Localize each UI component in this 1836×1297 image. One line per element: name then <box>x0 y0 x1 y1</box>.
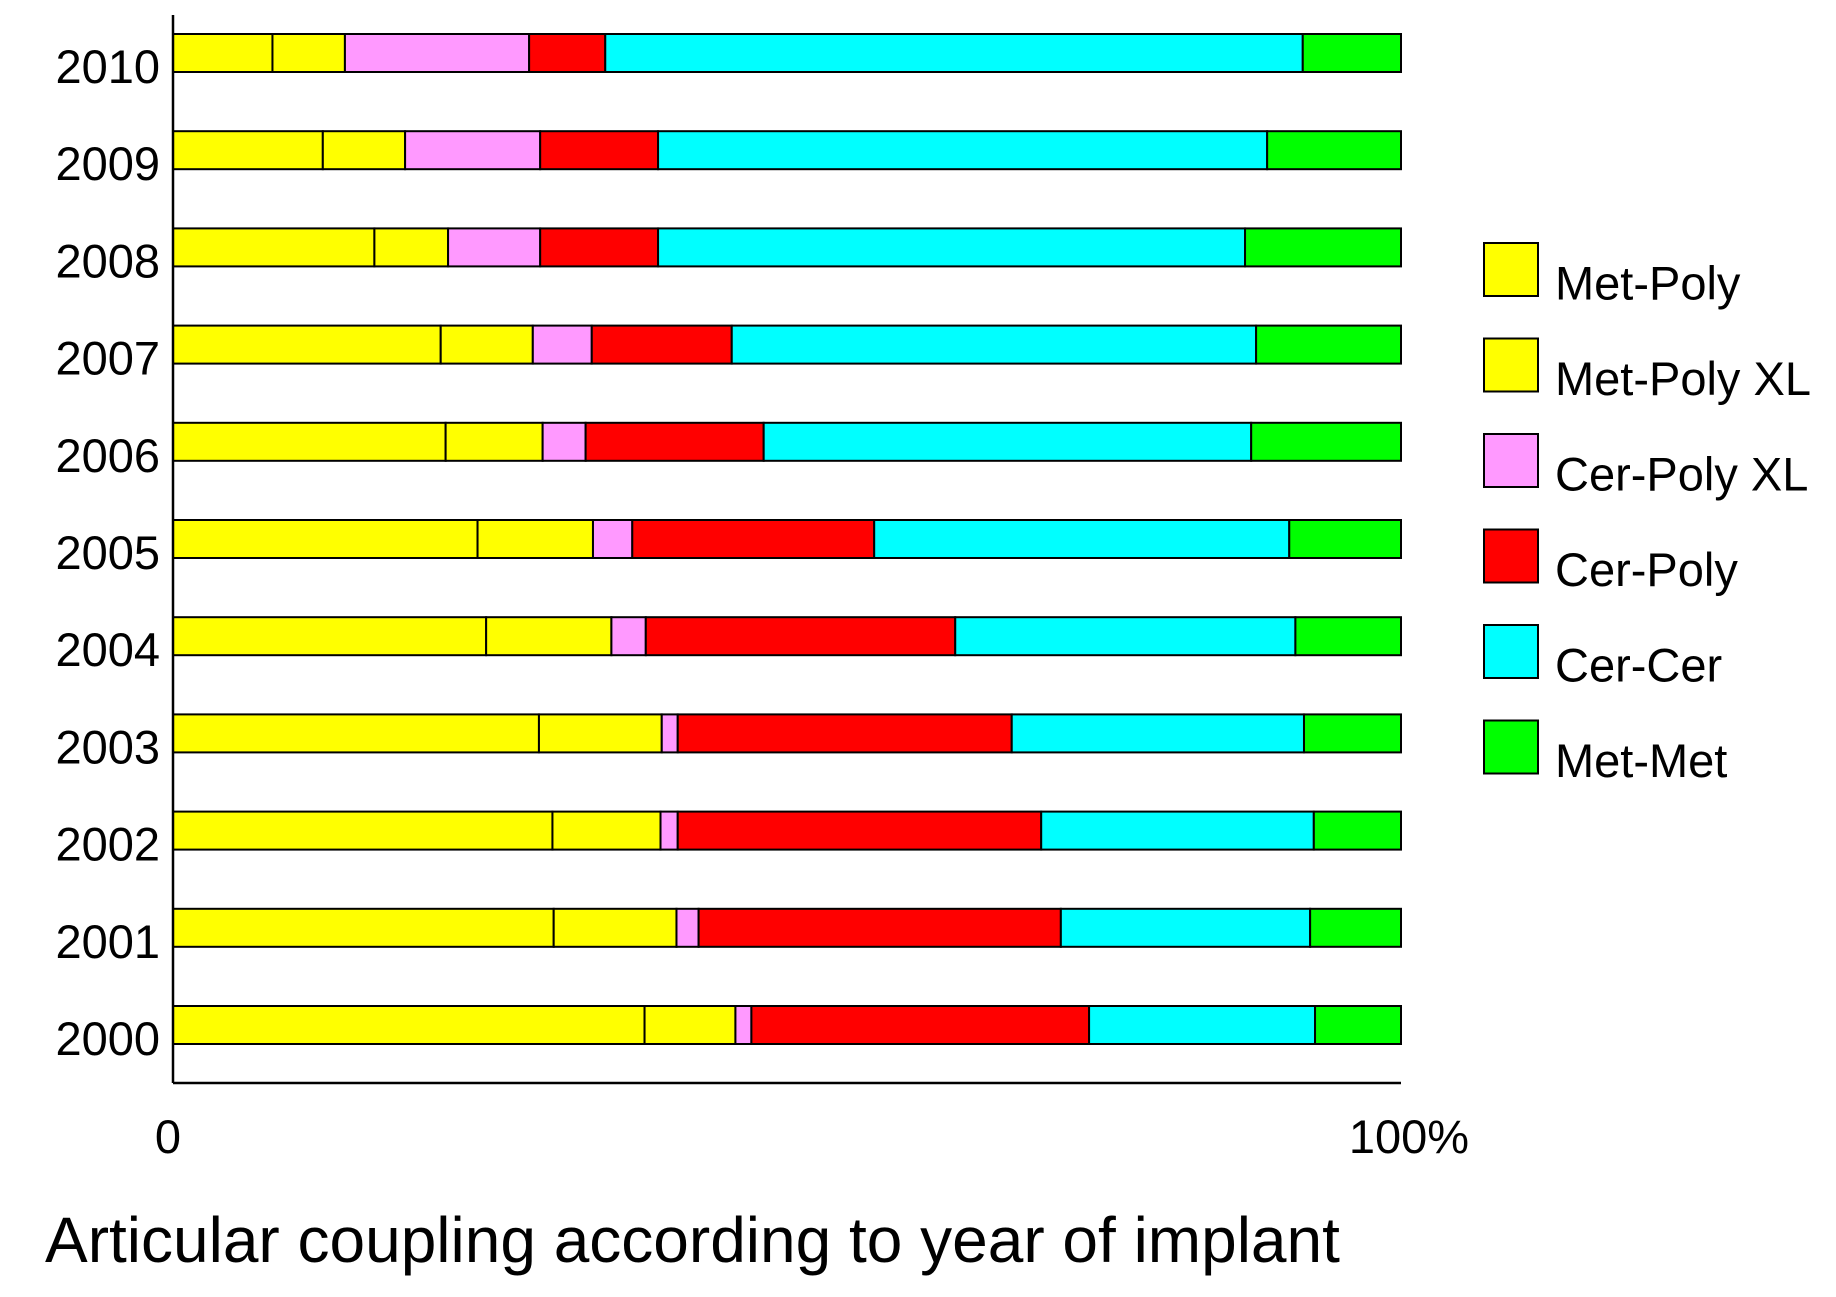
legend-label-cer-poly-xl: Cer-Poly XL <box>1555 448 1808 501</box>
bar-segment-2006-met-poly-xl <box>444 421 544 462</box>
bar-segment-2009-cer-poly-xl <box>404 130 542 171</box>
bar-segment-2001-met-met <box>1309 907 1403 948</box>
y-tick-label-2000: 2000 <box>55 1012 160 1065</box>
legend-swatch-met-met <box>1483 719 1539 775</box>
bar-segment-2006-cer-cer <box>762 421 1253 462</box>
y-tick-label-2005: 2005 <box>55 526 160 579</box>
bar-segment-2006-cer-poly <box>584 421 765 462</box>
bar-segment-2007-cer-poly-xl <box>531 324 593 365</box>
x-axis-tick-labels: 0 100% <box>155 1110 1469 1163</box>
y-tick-label-2010: 2010 <box>55 40 160 93</box>
y-tick-label-2004: 2004 <box>55 623 160 676</box>
bar-segment-2004-met-poly <box>172 616 488 657</box>
bars-group <box>172 33 1403 1045</box>
bar-segment-2001-cer-poly <box>697 907 1062 948</box>
y-tick-label-2002: 2002 <box>55 818 160 871</box>
legend: Met-Poly Met-Poly XL Cer-Poly XL Cer-Poly Ce… <box>1483 242 1811 787</box>
bar-segment-2005-met-poly-xl <box>476 519 594 559</box>
x-tick-label-max: 100% <box>1349 1110 1469 1163</box>
bar-segment-2000-met-poly <box>172 1005 646 1045</box>
legend-swatch-met-poly <box>1483 242 1539 297</box>
bar-segment-2003-cer-poly <box>676 713 1013 754</box>
bar-segment-2008-met-poly-xl <box>373 227 450 268</box>
bar-segment-2002-cer-poly <box>676 810 1043 851</box>
legend-label-cer-cer: Cer-Cer <box>1555 639 1722 692</box>
bar-segment-2008-met-met <box>1244 227 1402 268</box>
bar-segment-2008-met-poly <box>172 227 376 268</box>
legend-label-cer-poly: Cer-Poly <box>1555 543 1738 596</box>
bar-segment-2009-met-met <box>1266 130 1402 171</box>
bar-segment-2008-cer-poly-xl <box>447 227 542 268</box>
bar-segment-2004-met-poly-xl <box>485 616 613 657</box>
bar-segment-2006-cer-poly-xl <box>541 421 587 462</box>
bar-segment-2005-met-met <box>1288 519 1402 559</box>
bar-segment-2003-cer-poly-xl <box>660 713 679 754</box>
bar-segment-2006-met-met <box>1250 421 1402 462</box>
bar-segment-2001-met-poly-xl <box>552 907 678 948</box>
bar-segment-2003-met-poly-xl <box>537 713 663 754</box>
bar-segment-2000-cer-cer <box>1088 1005 1317 1045</box>
legend-swatch-cer-poly-xl <box>1483 433 1539 488</box>
bar-segment-2005-met-poly <box>172 519 479 559</box>
legend-swatch-met-poly-xl <box>1483 337 1539 393</box>
y-tick-label-2001: 2001 <box>55 915 160 968</box>
bar-segment-2002-met-poly <box>172 810 554 851</box>
bar-segment-2007-cer-cer <box>730 324 1258 365</box>
y-axis-labels: 2010 2009 2008 2007 2006 2005 2004 2003 2002 2001… <box>55 40 160 1065</box>
y-tick-label-2006: 2006 <box>55 429 160 482</box>
legend-label-met-met: Met-Met <box>1555 734 1727 787</box>
bar-segment-2004-cer-cer <box>954 616 1297 657</box>
bar-segment-2004-cer-poly <box>644 616 957 657</box>
bar-segment-2006-met-poly <box>172 421 447 462</box>
y-tick-label-2009: 2009 <box>55 137 160 190</box>
bar-segment-2009-cer-cer <box>657 130 1269 171</box>
bar-segment-2008-cer-cer <box>657 227 1247 268</box>
bar-segment-2000-cer-poly <box>750 1005 1091 1045</box>
y-tick-label-2008: 2008 <box>55 234 160 287</box>
bar-segment-2005-cer-poly <box>631 519 876 559</box>
bar-segment-2010-cer-cer <box>604 33 1304 73</box>
bar-segment-2002-met-poly-xl <box>551 810 662 851</box>
legend-swatch-cer-poly <box>1483 528 1539 584</box>
bar-segment-2009-cer-poly <box>539 130 660 171</box>
y-tick-label-2007: 2007 <box>55 332 160 385</box>
bar-segment-2000-met-met <box>1314 1005 1403 1045</box>
legend-label-met-poly: Met-Poly <box>1555 257 1741 310</box>
bar-segment-2010-met-poly <box>172 33 274 73</box>
bar-segment-2002-cer-cer <box>1040 810 1315 851</box>
bar-segment-2008-cer-poly <box>539 227 660 268</box>
bar-segment-2003-cer-cer <box>1010 713 1305 754</box>
bar-segment-2000-met-poly-xl <box>643 1005 737 1045</box>
x-tick-label-min: 0 <box>155 1110 181 1163</box>
chart-title: Articular coupling according to year of … <box>45 1204 1340 1276</box>
bar-segment-2007-met-met <box>1255 324 1402 365</box>
bar-segment-2003-met-met <box>1302 713 1403 754</box>
bar-segment-2010-cer-poly <box>528 33 607 73</box>
bar-segment-2010-met-met <box>1301 33 1403 73</box>
bar-segment-2003-met-poly <box>172 713 540 754</box>
bar-segment-2007-met-poly <box>172 324 442 365</box>
bar-segment-2002-met-met <box>1312 810 1403 851</box>
bar-segment-2009-met-poly-xl <box>321 130 407 171</box>
bar-segment-2007-cer-poly <box>590 324 733 365</box>
bar-segment-2010-cer-poly-xl <box>343 33 531 73</box>
bar-segment-2001-cer-poly-xl <box>675 907 700 948</box>
bar-segment-2007-met-poly-xl <box>439 324 534 365</box>
bar-segment-2000-cer-poly-xl <box>734 1005 753 1045</box>
legend-swatch-cer-cer <box>1483 624 1539 679</box>
bar-segment-2005-cer-poly-xl <box>591 519 634 559</box>
bar-segment-2009-met-poly <box>172 130 324 171</box>
bar-segment-2001-cer-cer <box>1059 907 1312 948</box>
bar-segment-2010-met-poly-xl <box>271 33 346 73</box>
bar-segment-2005-cer-cer <box>873 519 1291 559</box>
bar-segment-2002-cer-poly-xl <box>659 810 679 851</box>
legend-label-met-poly-xl: Met-Poly XL <box>1555 352 1811 405</box>
bar-segment-2004-cer-poly-xl <box>610 616 647 657</box>
bar-segment-2004-met-met <box>1294 616 1402 657</box>
y-tick-label-2003: 2003 <box>55 720 160 773</box>
bar-segment-2001-met-poly <box>172 907 555 948</box>
